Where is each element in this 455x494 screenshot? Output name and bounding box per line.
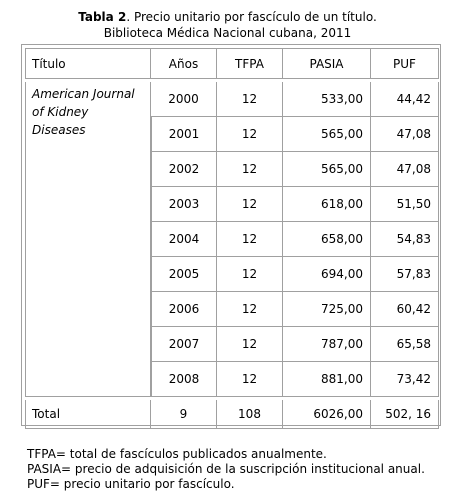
table-row: 2008 12 881,00 73,42 (25, 362, 439, 397)
journal-title-line: American Journal (32, 87, 135, 101)
caption-line-1: Tabla 2. Precio unitario por fascículo d… (0, 9, 455, 25)
table-row: 2006 12 725,00 60,42 (25, 292, 439, 327)
journal-title-cell: American Journal of Kidney Diseases (25, 82, 151, 397)
pasia-cell: 725,00 (283, 292, 371, 327)
table-row: 2003 12 618,00 51,50 (25, 187, 439, 222)
total-tfpa: 108 (217, 400, 283, 429)
table-row: 2005 12 694,00 57,83 (25, 257, 439, 292)
year-cell: 2001 (151, 117, 217, 152)
table-header-row: Título Años TFPA PASIA PUF (25, 48, 439, 79)
year-cell: 2000 (151, 82, 217, 117)
total-pasia: 6026,00 (283, 400, 371, 429)
tfpa-cell: 12 (217, 362, 283, 397)
total-puf: 502, 16 (371, 400, 439, 429)
journal-title-line: Diseases (32, 123, 86, 137)
tfpa-cell: 12 (217, 117, 283, 152)
year-cell: 2006 (151, 292, 217, 327)
pasia-cell: 787,00 (283, 327, 371, 362)
caption-line-2: Biblioteca Médica Nacional cubana, 2011 (103, 26, 352, 40)
total-row: Total 9 108 6026,00 502, 16 (25, 400, 439, 429)
puf-cell: 47,08 (371, 117, 439, 152)
header-pasia: PASIA (283, 48, 371, 79)
puf-cell: 47,08 (371, 152, 439, 187)
caption-label: Tabla 2 (78, 10, 127, 24)
tfpa-cell: 12 (217, 327, 283, 362)
year-cell: 2005 (151, 257, 217, 292)
table-row: 2001 12 565,00 47,08 (25, 117, 439, 152)
year-cell: 2007 (151, 327, 217, 362)
caption-text: . Precio unitario por fascículo de un tí… (126, 10, 377, 24)
year-cell: 2003 (151, 187, 217, 222)
puf-cell: 54,83 (371, 222, 439, 257)
puf-cell: 44,42 (371, 82, 439, 117)
table-caption: Tabla 2. Precio unitario por fascículo d… (0, 9, 455, 41)
tfpa-cell: 12 (217, 292, 283, 327)
tfpa-cell: 12 (217, 82, 283, 117)
total-years: 9 (151, 400, 217, 429)
tfpa-cell: 12 (217, 222, 283, 257)
table-row: 2007 12 787,00 65,58 (25, 327, 439, 362)
year-cell: 2008 (151, 362, 217, 397)
journal-title-line: of Kidney (32, 105, 89, 119)
pasia-cell: 618,00 (283, 187, 371, 222)
puf-cell: 51,50 (371, 187, 439, 222)
header-anos: Años (151, 48, 217, 79)
puf-cell: 73,42 (371, 362, 439, 397)
table-frame: Título Años TFPA PASIA PUF American Jour… (21, 44, 441, 429)
pasia-cell: 533,00 (283, 82, 371, 117)
pasia-cell: 694,00 (283, 257, 371, 292)
header-tfpa: TFPA (217, 48, 283, 79)
total-label: Total (25, 400, 151, 429)
tfpa-cell: 12 (217, 187, 283, 222)
table-row: 2002 12 565,00 47,08 (25, 152, 439, 187)
tfpa-cell: 12 (217, 257, 283, 292)
price-table: Título Años TFPA PASIA PUF American Jour… (25, 48, 439, 429)
note-tfpa: TFPA= total de fascículos publicados anu… (27, 447, 327, 461)
tfpa-cell: 12 (217, 152, 283, 187)
puf-cell: 60,42 (371, 292, 439, 327)
header-puf: PUF (371, 48, 439, 79)
note-puf: PUF= precio unitario por fascículo. (27, 477, 235, 491)
pasia-cell: 565,00 (283, 117, 371, 152)
header-titulo: Título (25, 48, 151, 79)
pasia-cell: 565,00 (283, 152, 371, 187)
year-cell: 2004 (151, 222, 217, 257)
note-pasia: PASIA= precio de adquisición de la suscr… (27, 462, 425, 476)
pasia-cell: 881,00 (283, 362, 371, 397)
puf-cell: 57,83 (371, 257, 439, 292)
table-row: 2004 12 658,00 54,83 (25, 222, 439, 257)
table-notes: TFPA= total de fascículos publicados anu… (27, 447, 425, 492)
puf-cell: 65,58 (371, 327, 439, 362)
pasia-cell: 658,00 (283, 222, 371, 257)
year-cell: 2002 (151, 152, 217, 187)
table-row: American Journal of Kidney Diseases 2000… (25, 82, 439, 397)
